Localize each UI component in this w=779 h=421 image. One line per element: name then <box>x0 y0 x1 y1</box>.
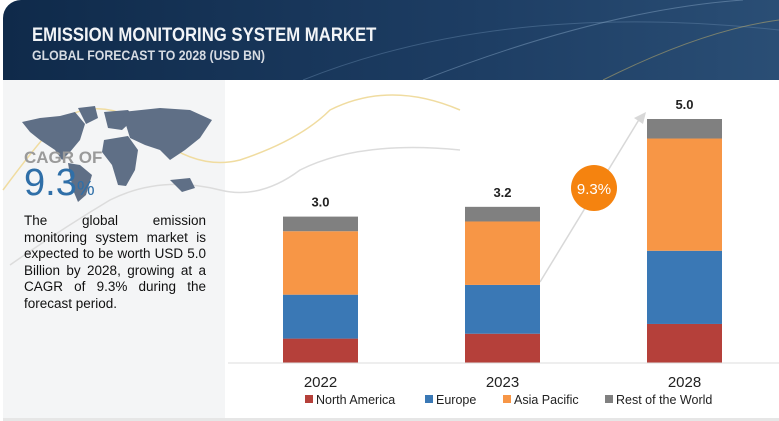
bar-segment-europe-2022 <box>283 294 358 339</box>
bar-segment-north-america-2028 <box>647 323 722 363</box>
legend-swatch <box>605 395 613 403</box>
cagr-label: CAGR OF <box>24 148 103 167</box>
legend-swatch <box>503 395 511 403</box>
legend-label: Asia Pacific <box>514 393 579 407</box>
x-tick-label: 2022 <box>304 374 337 391</box>
header-decoration <box>302 0 779 80</box>
bar-segment-rest-of-the-world-2028 <box>647 119 722 139</box>
cagr-value: 9.3 <box>24 162 77 204</box>
x-tick-label: 2028 <box>668 374 701 391</box>
total-label: 5.0 <box>675 97 693 112</box>
cagr-value-wrap: 9.3% <box>24 162 95 205</box>
bar-segment-europe-2023 <box>465 284 540 334</box>
bar-segment-asia-pacific-2023 <box>465 221 540 285</box>
legend-label: Rest of the World <box>616 393 712 407</box>
cagr-badge-label: 9.3% <box>577 181 611 198</box>
bottom-border <box>3 418 779 421</box>
legend-swatch <box>305 395 313 403</box>
legend-label: Europe <box>436 393 476 407</box>
total-label: 3.0 <box>311 195 329 210</box>
header-banner: EMISSION MONITORING SYSTEM MARKET GLOBAL… <box>3 0 779 80</box>
chart-subtitle: GLOBAL FORECAST TO 2028 (USD BN) <box>32 47 265 63</box>
chart-title: EMISSION MONITORING SYSTEM MARKET <box>32 25 377 46</box>
x-tick-label: 2023 <box>486 374 519 391</box>
bar-segment-rest-of-the-world-2023 <box>465 206 540 222</box>
world-map-icon <box>22 106 212 202</box>
legend-label: North America <box>316 393 395 407</box>
cagr-badge <box>571 165 617 211</box>
bar-segment-north-america-2023 <box>465 333 540 363</box>
cagr-unit: % <box>76 178 95 200</box>
bar-segment-rest-of-the-world-2022 <box>283 216 358 232</box>
bar-segment-north-america-2022 <box>283 338 358 363</box>
legend-swatch <box>425 395 433 403</box>
market-description: The global emission monitoring system ma… <box>24 213 206 311</box>
bar-segment-asia-pacific-2022 <box>283 231 358 295</box>
bar-segment-europe-2028 <box>647 250 722 324</box>
total-label: 3.2 <box>493 185 511 200</box>
bar-segment-asia-pacific-2028 <box>647 138 722 251</box>
